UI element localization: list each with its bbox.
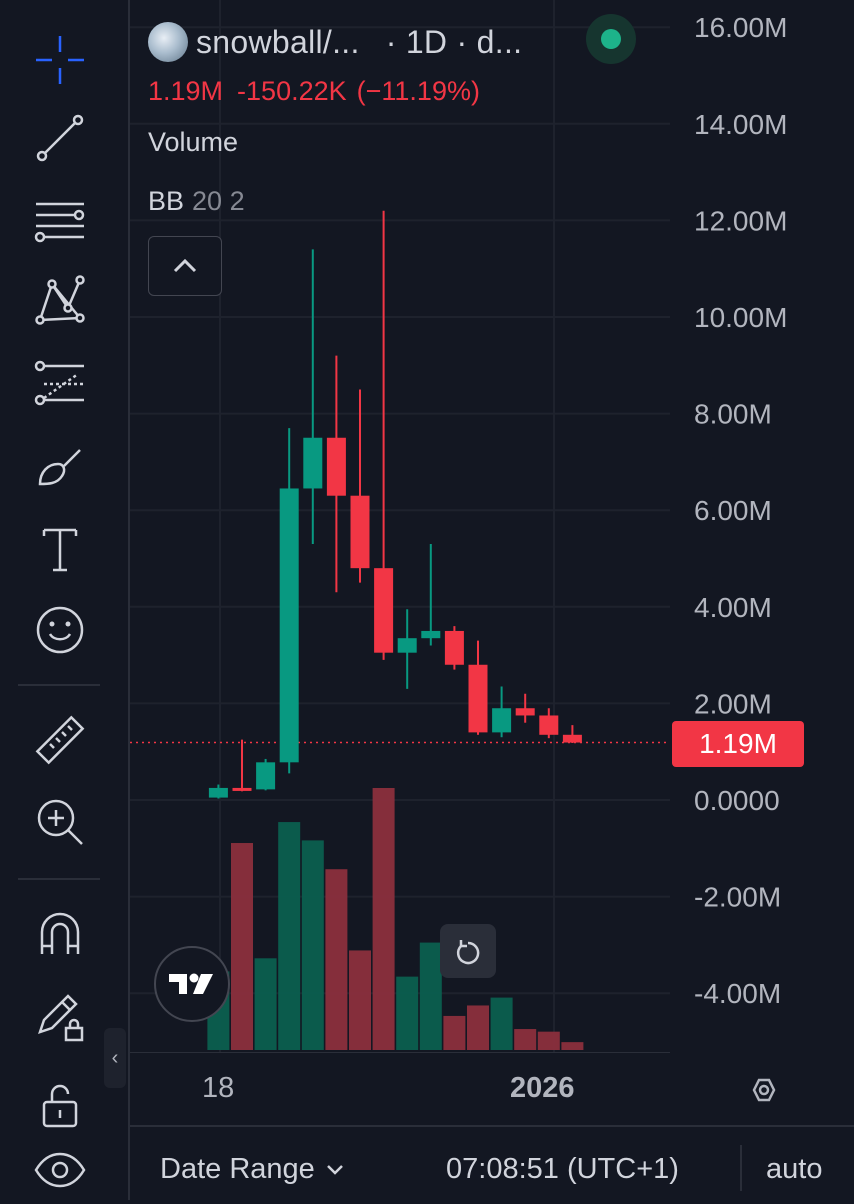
lock-icon[interactable] (26, 1070, 94, 1138)
candle-body (515, 708, 535, 716)
candle-body (326, 437, 346, 496)
tradingview-logo[interactable] (154, 946, 230, 1022)
candle-body (256, 762, 276, 790)
crosshair-icon[interactable] (26, 26, 94, 94)
market-status[interactable] (586, 14, 636, 64)
price-axis-label: 0.0000 (694, 785, 780, 816)
trend-line-icon[interactable] (26, 104, 94, 172)
candle-body (374, 568, 394, 653)
price-axis-label: 10.00M (694, 302, 787, 333)
symbol-interval: · 1D · d... (385, 23, 523, 60)
volume-bar (396, 976, 419, 1050)
candle-body (303, 437, 323, 489)
volume-bar (325, 869, 348, 1050)
time-axis-divider (130, 1052, 670, 1053)
collapse-legend-button[interactable] (148, 236, 222, 296)
change-value: -150.22K (237, 76, 347, 106)
date-range-label: Date Range (160, 1153, 315, 1185)
price-axis-label: 4.00M (694, 592, 772, 623)
symbol-legend[interactable]: snowball/... · 1D · d... (148, 22, 522, 62)
time-label-18: 18 (202, 1072, 235, 1104)
price-axis-label: 6.00M (694, 495, 772, 526)
price-axis-label: -4.00M (694, 978, 781, 1009)
pattern-icon[interactable] (26, 266, 94, 334)
candlestick-chart[interactable]: 16.00M 14.00M 12.00M 10.00M 8.00M 6.00M 4.00M 2… (130, 0, 854, 1125)
price-axis-label: 12.00M (694, 205, 787, 236)
bb-name: BB (148, 186, 185, 216)
magnet-icon[interactable] (26, 900, 94, 968)
chevron-left-icon: ‹ (111, 1046, 119, 1069)
bottom-bar: Date Range 07:08:51 (UTC+1) auto (130, 1127, 854, 1200)
reset-chart-button[interactable] (440, 924, 496, 978)
price-axis-label: 16.00M (694, 12, 787, 43)
volume-bar (490, 997, 513, 1050)
lock-drawing-icon[interactable] (26, 982, 94, 1050)
bottom-bar-divider (130, 1125, 854, 1127)
volume-bar (301, 840, 324, 1050)
price-axis-label: 2.00M (694, 688, 772, 719)
candle-body (397, 638, 417, 653)
brush-icon[interactable] (26, 432, 94, 500)
last-value: 1.19M (148, 76, 224, 106)
candle-body (468, 664, 488, 733)
bb-indicator-label[interactable]: BB 20 2 (148, 186, 245, 217)
volume-bar (349, 950, 371, 1050)
candle-body (444, 630, 464, 665)
toolbar-divider (18, 684, 100, 686)
drawing-toolbar (0, 0, 118, 1200)
bottom-bar-separator (740, 1145, 742, 1191)
candle-body (492, 708, 512, 733)
chevron-down-icon (326, 1164, 343, 1175)
text-icon[interactable] (26, 516, 94, 584)
volume-indicator-label[interactable]: Volume (148, 127, 239, 157)
time-label-2026: 2026 (510, 1072, 575, 1104)
auto-scale-button[interactable]: auto (766, 1153, 823, 1185)
volume-bar (443, 1015, 466, 1050)
toolbar-collapse-handle[interactable]: ‹ (104, 1028, 126, 1088)
current-price-label: 1.19M (672, 721, 804, 767)
price-change-legend: 1.19M -150.22K (−11.19%) (148, 76, 480, 107)
bb-params: 20 2 (192, 186, 245, 216)
volume-bar (514, 1029, 537, 1050)
zoom-in-icon[interactable] (26, 788, 94, 856)
candle-body (208, 787, 228, 798)
reset-icon (456, 940, 480, 965)
chart-pane[interactable]: 16.00M 14.00M 12.00M 10.00M 8.00M 6.00M 4.00M 2… (130, 0, 854, 1125)
date-range-button[interactable]: Date Range (160, 1153, 345, 1186)
volume-bar (537, 1031, 560, 1050)
panel-divider (128, 0, 130, 1200)
volume-bar (231, 843, 253, 1050)
symbol-title[interactable]: snowball/... (196, 23, 360, 60)
volume-bar (419, 942, 442, 1050)
volume-bar (278, 822, 301, 1050)
market-status-dot (601, 29, 621, 49)
candle-body (232, 787, 252, 791)
chevron-up-icon (173, 258, 197, 273)
tradingview-logo-icon (169, 973, 213, 994)
symbol-logo (148, 22, 188, 62)
volume-bar (254, 958, 277, 1050)
eye-icon[interactable] (26, 1136, 94, 1204)
toolbar-divider (18, 878, 100, 880)
emoji-icon[interactable] (26, 596, 94, 664)
candle-body (562, 734, 582, 743)
candle-body (421, 630, 441, 639)
price-axis-label: 8.00M (694, 399, 772, 430)
fib-retracement-icon[interactable] (26, 186, 94, 254)
forecast-icon[interactable] (26, 350, 94, 418)
volume-bar (467, 1005, 489, 1050)
candle-body (279, 488, 299, 763)
price-axis-label: 14.00M (694, 109, 787, 140)
volume-bar (372, 788, 395, 1050)
volume-bar (561, 1042, 584, 1050)
axis-settings-button[interactable] (740, 1066, 788, 1114)
clock-timezone[interactable]: 07:08:51 (UTC+1) (446, 1153, 679, 1185)
price-axis-label: -2.00M (694, 882, 781, 913)
change-percent: (−11.19%) (356, 76, 480, 106)
hexagon-settings-icon (752, 1078, 776, 1102)
candle-body (350, 495, 370, 569)
ruler-icon[interactable] (26, 706, 94, 774)
candle-body (539, 715, 559, 735)
